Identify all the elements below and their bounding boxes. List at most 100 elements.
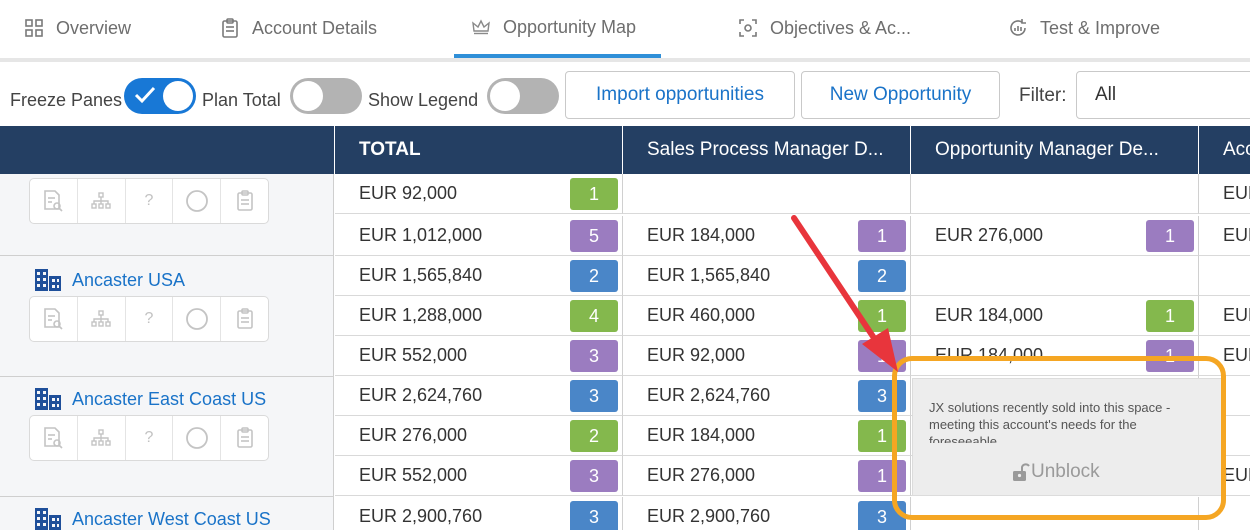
count-badge[interactable]: 1 [858, 220, 906, 252]
hierarchy-icon[interactable] [78, 179, 126, 223]
account-link[interactable]: Ancaster East Coast US [34, 387, 266, 411]
count-badge[interactable]: 3 [570, 340, 618, 372]
count-badge[interactable]: 3 [858, 380, 906, 412]
count-badge[interactable]: 1 [1146, 220, 1194, 252]
grid-cell[interactable]: EUR 276,000 2 [335, 416, 623, 456]
cell-value: EUR [1223, 345, 1250, 365]
grid-cell[interactable]: EUR 460,000 1 [623, 296, 911, 336]
grid-cell[interactable] [623, 174, 911, 214]
question-icon[interactable]: ? [126, 297, 174, 341]
grid-cell[interactable]: EUR 1,288,000 4 [335, 296, 623, 336]
count-badge[interactable]: 2 [570, 420, 618, 452]
question-glyph: ? [144, 192, 154, 209]
unblock-button[interactable]: Unblock [1011, 461, 1100, 483]
toggle-knob [490, 81, 520, 111]
grid-cell[interactable] [911, 174, 1199, 214]
cell-value: EUR 2,624,760 [647, 385, 771, 405]
account-link[interactable]: Ancaster West Coast US [34, 507, 271, 530]
grid-cell[interactable]: EUR [1199, 296, 1250, 336]
grid-cell[interactable]: EUR 1,565,840 2 [623, 256, 911, 296]
target-icon [738, 18, 758, 38]
count-badge[interactable]: 2 [570, 260, 618, 292]
count-badge[interactable]: 1 [570, 178, 618, 210]
count-badge[interactable]: 1 [858, 420, 906, 452]
action-icon-bar: ? [29, 296, 269, 342]
grid-cell[interactable]: EUR 184,000 1 [623, 216, 911, 256]
grid-cell[interactable]: EUR 552,000 3 [335, 336, 623, 376]
grid-cell[interactable] [911, 256, 1199, 296]
tooltip-text: JX solutions recently sold into this spa… [929, 400, 1171, 443]
grid-cell[interactable]: EUR 92,000 1 [623, 336, 911, 376]
cell-value: EUR [1223, 183, 1250, 203]
grid-cell[interactable]: EUR [1199, 216, 1250, 256]
circle-icon[interactable] [173, 416, 222, 460]
show-legend-toggle[interactable] [487, 78, 559, 114]
plan-total-toggle[interactable] [290, 78, 362, 114]
row-group: Ancaster West Coast US [0, 497, 334, 530]
count-badge[interactable]: 3 [570, 380, 618, 412]
cell-value: EUR 2,900,760 [359, 506, 483, 526]
cell-value: EUR 92,000 [359, 183, 458, 203]
grid-cell[interactable] [1199, 256, 1250, 296]
filter-label: Filter: [1019, 85, 1067, 106]
grid-cell[interactable]: EUR 2,624,760 3 [623, 376, 911, 416]
hierarchy-icon[interactable] [78, 416, 126, 460]
grid-cell[interactable]: EUR [1199, 174, 1250, 214]
account-name: Ancaster West Coast US [72, 508, 271, 529]
count-badge[interactable]: 5 [570, 220, 618, 252]
question-icon[interactable]: ? [126, 179, 174, 223]
circle-icon[interactable] [173, 179, 222, 223]
cell-value: EUR [1223, 305, 1250, 325]
new-opportunity-button[interactable]: New Opportunity [801, 71, 1000, 119]
document-search-icon[interactable] [30, 297, 78, 341]
header-opportunity-manager: Opportunity Manager De... [911, 126, 1199, 174]
clipboard-icon[interactable] [221, 416, 268, 460]
circle-icon[interactable] [173, 297, 222, 341]
cell-value: EUR 276,000 [935, 225, 1044, 245]
grid-cell[interactable]: EUR 184,000 1 [623, 416, 911, 456]
freeze-panes-toggle[interactable] [124, 78, 196, 114]
document-search-icon[interactable] [30, 179, 78, 223]
tab-test-improve[interactable]: Test & Improve [1008, 0, 1160, 56]
grid-cell[interactable]: EUR 2,900,760 3 [335, 497, 623, 530]
cell-value: EUR 1,288,000 [359, 305, 483, 325]
tab-opportunity-map[interactable]: Opportunity Map [454, 0, 661, 58]
count-badge[interactable]: 4 [570, 300, 618, 332]
tab-overview[interactable]: Overview [24, 0, 131, 56]
grid-cell[interactable]: EUR 1,565,840 2 [335, 256, 623, 296]
cell-value: EUR 2,900,760 [647, 506, 771, 526]
freeze-panes-label: Freeze Panes [10, 90, 123, 110]
grid-cell[interactable]: EUR 2,624,760 3 [335, 376, 623, 416]
question-icon[interactable]: ? [126, 416, 174, 460]
question-glyph: ? [144, 310, 154, 327]
grid-cell[interactable]: EUR 92,000 1 [335, 174, 623, 214]
action-icon-bar: ? [29, 178, 269, 224]
count-badge[interactable]: 3 [570, 501, 618, 530]
count-badge[interactable]: 1 [1146, 300, 1194, 332]
hierarchy-icon[interactable] [78, 297, 126, 341]
import-opportunities-button[interactable]: Import opportunities [565, 71, 795, 119]
cell-value: EUR 1,565,840 [359, 265, 483, 285]
grid-cell[interactable]: EUR 276,000 1 [623, 456, 911, 496]
grid-cell[interactable]: EUR 1,012,000 5 [335, 216, 623, 256]
cell-value: EUR 552,000 [359, 345, 468, 365]
grid-cell[interactable]: EUR 184,000 1 [911, 296, 1199, 336]
filter-select[interactable]: All [1076, 71, 1250, 119]
document-search-icon[interactable] [30, 416, 78, 460]
toolbar: Freeze Panes Plan Total Show Legend Impo… [0, 62, 1250, 126]
count-badge[interactable]: 1 [858, 460, 906, 492]
account-link[interactable]: Ancaster USA [34, 268, 185, 292]
count-badge[interactable]: 3 [570, 460, 618, 492]
grid-cell[interactable]: EUR 2,900,760 3 [623, 497, 911, 530]
crown-icon [471, 17, 491, 37]
tab-account-details[interactable]: Account Details [220, 0, 377, 56]
tab-objectives[interactable]: Objectives & Ac... [738, 0, 911, 56]
clipboard-icon[interactable] [221, 297, 268, 341]
grid-cell[interactable]: EUR 276,000 1 [911, 216, 1199, 256]
account-name: Ancaster East Coast US [72, 388, 267, 409]
count-badge[interactable]: 1 [858, 300, 906, 332]
grid-cell[interactable] [911, 497, 1199, 530]
clipboard-icon[interactable] [221, 179, 268, 223]
count-badge[interactable]: 2 [858, 260, 906, 292]
grid-cell[interactable]: EUR 552,000 3 [335, 456, 623, 496]
